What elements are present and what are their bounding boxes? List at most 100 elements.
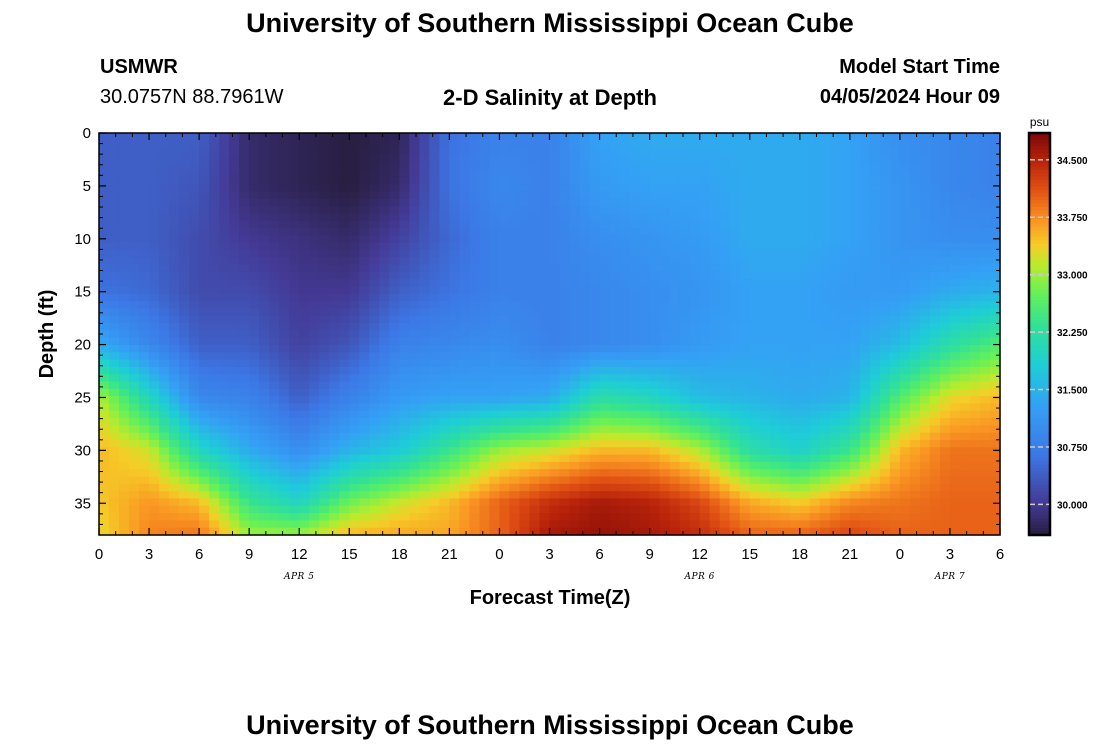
heatmap-cell	[559, 447, 571, 456]
heatmap-cell	[759, 344, 771, 353]
heatmap-cell	[229, 483, 240, 492]
heatmap-cell	[819, 257, 831, 266]
heatmap-cell	[259, 323, 270, 331]
heatmap-cell	[619, 505, 631, 514]
heatmap-cell	[709, 206, 721, 214]
heatmap-cell	[469, 140, 481, 149]
heatmap-cell	[319, 447, 330, 456]
heatmap-cell	[659, 388, 671, 397]
heatmap-cell	[539, 425, 551, 434]
heatmap-cell	[479, 323, 491, 331]
heatmap-cell	[699, 264, 711, 273]
heatmap-cell	[309, 249, 320, 258]
heatmap-cell	[619, 476, 631, 485]
heatmap-cell	[869, 352, 881, 361]
heatmap-cell	[799, 184, 811, 193]
heatmap-cell	[639, 418, 651, 426]
heatmap-cell	[549, 344, 561, 353]
heatmap-cell	[139, 293, 150, 302]
heatmap-cell	[259, 469, 270, 478]
heatmap-cell	[959, 293, 971, 302]
heatmap-cell	[499, 381, 511, 390]
heatmap-cell	[519, 235, 531, 244]
heatmap-cell	[319, 162, 330, 171]
heatmap-cell	[979, 140, 991, 149]
heatmap-cell	[809, 491, 821, 500]
heatmap-cell	[369, 154, 380, 163]
heatmap-cell	[859, 198, 871, 207]
heatmap-cell	[339, 388, 350, 397]
heatmap-cell	[469, 315, 481, 324]
heatmap-cell	[309, 228, 320, 236]
heatmap-cell	[439, 396, 450, 405]
heatmap-cell	[919, 330, 931, 339]
heatmap-cell	[169, 513, 180, 521]
heatmap-cell	[269, 264, 280, 273]
heatmap-cell	[259, 337, 270, 346]
heatmap-cell	[579, 330, 591, 339]
heatmap-cell	[779, 454, 791, 463]
heatmap-cell	[249, 461, 260, 470]
heatmap-cell	[829, 169, 841, 178]
heatmap-cell	[109, 388, 120, 397]
heatmap-cell	[899, 133, 911, 141]
heatmap-cell	[699, 228, 711, 236]
heatmap-cell	[569, 461, 581, 470]
heatmap-cell	[499, 206, 511, 214]
heatmap-cell	[419, 184, 430, 193]
heatmap-cell	[709, 476, 721, 485]
heatmap-cell	[439, 337, 450, 346]
heatmap-cell	[509, 418, 521, 426]
heatmap-cell	[709, 220, 721, 229]
heatmap-cell	[429, 432, 440, 441]
heatmap-cell	[779, 498, 791, 507]
heatmap-cell	[949, 374, 961, 383]
heatmap-cell	[809, 483, 821, 492]
heatmap-cell	[349, 337, 360, 346]
heatmap-cell	[239, 476, 250, 485]
heatmap-cell	[299, 228, 310, 236]
heatmap-cell	[489, 242, 501, 251]
heatmap-cell	[979, 432, 991, 441]
heatmap-cell	[639, 323, 651, 331]
heatmap-cell	[149, 476, 160, 485]
heatmap-cell	[319, 403, 330, 412]
heatmap-cell	[229, 491, 240, 500]
heatmap-cell	[419, 279, 430, 288]
heatmap-cell	[139, 432, 150, 441]
heatmap-cell	[679, 410, 691, 419]
heatmap-cell	[539, 432, 551, 441]
heatmap-cell	[469, 381, 481, 390]
heatmap-cell	[189, 154, 200, 163]
heatmap-cell	[599, 162, 611, 171]
heatmap-cell	[879, 403, 891, 412]
heatmap-cell	[869, 454, 881, 463]
heatmap-cell	[439, 184, 450, 193]
heatmap-cell	[729, 447, 741, 456]
heatmap-cell	[179, 454, 190, 463]
heatmap-cell	[129, 366, 140, 375]
heatmap-cell	[909, 133, 921, 141]
heatmap-cell	[559, 220, 571, 229]
heatmap-cell	[829, 330, 841, 339]
heatmap-cell	[559, 425, 571, 434]
heatmap-cell	[759, 249, 771, 258]
heatmap-cell	[979, 520, 991, 529]
heatmap-cell	[329, 352, 340, 361]
heatmap-cell	[559, 191, 571, 200]
heatmap-cell	[809, 308, 821, 317]
heatmap-cell	[209, 454, 220, 463]
heatmap-cell	[929, 308, 941, 317]
heatmap-cell	[949, 133, 961, 141]
heatmap-cell	[869, 242, 881, 251]
heatmap-cell	[589, 352, 601, 361]
heatmap-cell	[399, 425, 410, 434]
heatmap-cell	[199, 396, 210, 405]
heatmap-cell	[779, 352, 791, 361]
heatmap-cell	[709, 133, 721, 141]
heatmap-cell	[679, 388, 691, 397]
heatmap-cell	[959, 220, 971, 229]
heatmap-cell	[749, 235, 761, 244]
heatmap-cell	[759, 162, 771, 171]
heatmap-cell	[359, 388, 370, 397]
